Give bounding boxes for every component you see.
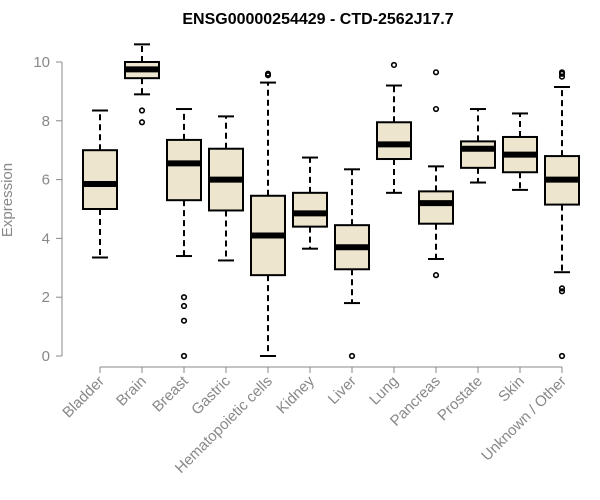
y-tick-label: 2 — [42, 289, 50, 306]
y-tick-label: 10 — [33, 54, 50, 71]
outlier-point — [138, 107, 146, 114]
y-tick-label: 6 — [42, 172, 50, 189]
x-tick-label: Kidney — [273, 372, 318, 417]
box-iqr — [292, 191, 328, 228]
x-tick-label: Liver — [325, 373, 360, 408]
box-hematopoietic-cells — [250, 70, 286, 357]
box-iqr — [82, 149, 118, 210]
box-gastric — [208, 115, 244, 262]
outlier-point — [432, 272, 440, 279]
outlier-point — [264, 70, 272, 77]
y-tick-label: 0 — [42, 348, 50, 365]
box-breast — [166, 108, 202, 360]
box-skin — [502, 112, 538, 191]
x-tick-label: Lung — [366, 373, 402, 409]
y-tick-label: 4 — [42, 230, 50, 247]
y-tick-label: 8 — [42, 113, 50, 130]
x-tick-label: Breast — [149, 372, 192, 415]
box-iqr — [376, 121, 412, 161]
chart-title: ENSG00000254429 - CTD-2562J17.7 — [182, 11, 453, 28]
outlier-point — [390, 61, 398, 69]
box-lung — [376, 61, 412, 194]
outlier-point — [180, 302, 188, 310]
outlier-point — [180, 294, 188, 301]
y-axis-label: Expression — [0, 163, 16, 237]
box-kidney — [292, 156, 328, 250]
outlier-point — [558, 69, 566, 76]
x-tick-label: Brain — [113, 373, 150, 410]
box-brain — [124, 43, 160, 126]
outlier-point — [432, 69, 440, 76]
boxes-group — [82, 43, 580, 360]
x-tick-label: Prostate — [434, 373, 486, 425]
outlier-point — [558, 288, 566, 295]
outlier-point — [558, 285, 566, 292]
box-prostate — [460, 108, 496, 184]
box-liver — [334, 168, 370, 360]
box-pancreas — [418, 69, 454, 279]
outlier-point — [348, 352, 356, 360]
box-unknown-other — [544, 69, 580, 360]
box-bladder — [82, 109, 118, 259]
box-iqr — [460, 140, 496, 169]
box-iqr — [166, 138, 202, 202]
outlier-point — [138, 119, 146, 126]
outlier-point — [180, 317, 188, 324]
y-axis: 0 2 4 6 8 10 — [33, 54, 63, 365]
x-tick-label: Bladder — [59, 373, 108, 422]
x-tick-label: Skin — [495, 373, 528, 406]
box-iqr — [418, 190, 454, 225]
outlier-point — [558, 352, 566, 360]
outlier-point — [180, 352, 188, 360]
outlier-point — [432, 105, 440, 113]
